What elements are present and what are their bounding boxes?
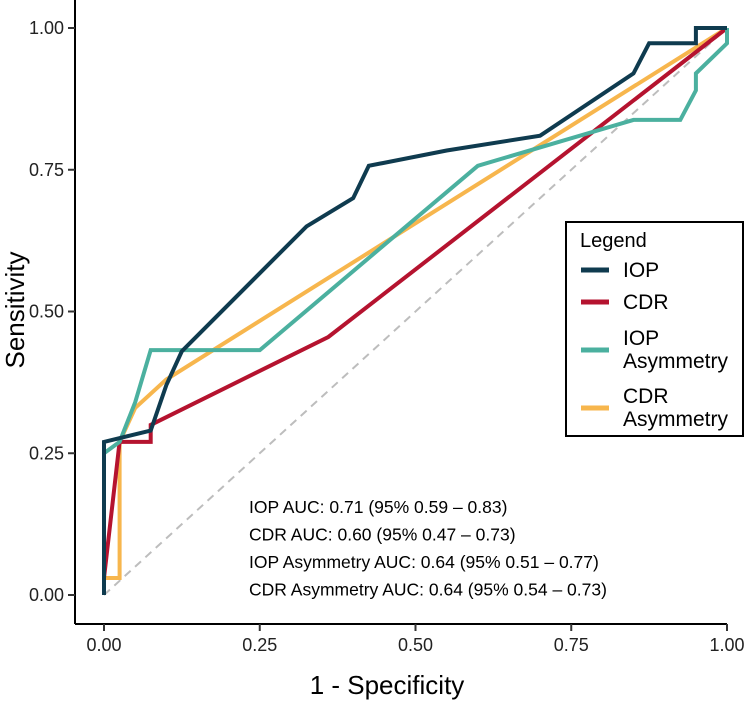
x-tick-label: 0.00 — [86, 635, 121, 655]
x-tick-label: 0.75 — [554, 635, 589, 655]
x-tick-label: 0.50 — [398, 635, 433, 655]
legend-label: IOP — [623, 327, 659, 350]
y-tick-label: 1.00 — [29, 18, 64, 38]
auc-annotation: IOP AUC: 0.71 (95% 0.59 – 0.83) — [249, 497, 507, 517]
legend-title: Legend — [580, 230, 647, 252]
auc-annotation: CDR Asymmetry AUC: 0.64 (95% 0.54 – 0.73… — [249, 580, 607, 600]
y-tick-label: 0.75 — [29, 160, 64, 180]
x-axis-title: 1 - Specificity — [310, 670, 465, 700]
auc-annotation: IOP Asymmetry AUC: 0.64 (95% 0.51 – 0.77… — [249, 552, 599, 572]
series-iop-asymmetry — [102, 28, 729, 595]
legend-label: CDR — [623, 385, 669, 408]
legend-box — [565, 221, 744, 437]
legend-label: Asymmetry — [623, 350, 729, 373]
y-tick-label: 0.25 — [29, 443, 64, 463]
tick-layer: 0.00 0.25 0.50 0.75 1.00 0.00 0.25 0.50 0.75 1.00 — [29, 18, 745, 655]
auc-annotations: IOP AUC: 0.71 (95% 0.59 – 0.83) CDR AUC: … — [249, 497, 607, 600]
legend-label: Asymmetry — [623, 408, 729, 431]
y-tick-label: 0.00 — [29, 585, 64, 605]
auc-annotation: CDR AUC: 0.60 (95% 0.47 – 0.73) — [249, 525, 516, 545]
y-axis-title: Sensitivity — [0, 251, 30, 368]
legend-label: CDR — [623, 291, 669, 314]
x-tick-label: 0.25 — [242, 635, 277, 655]
series-iop — [102, 26, 727, 595]
x-tick-label: 1.00 — [709, 635, 744, 655]
y-tick-label: 0.50 — [29, 302, 64, 322]
legend-label: IOP — [623, 259, 659, 282]
series-layer — [102, 26, 729, 595]
